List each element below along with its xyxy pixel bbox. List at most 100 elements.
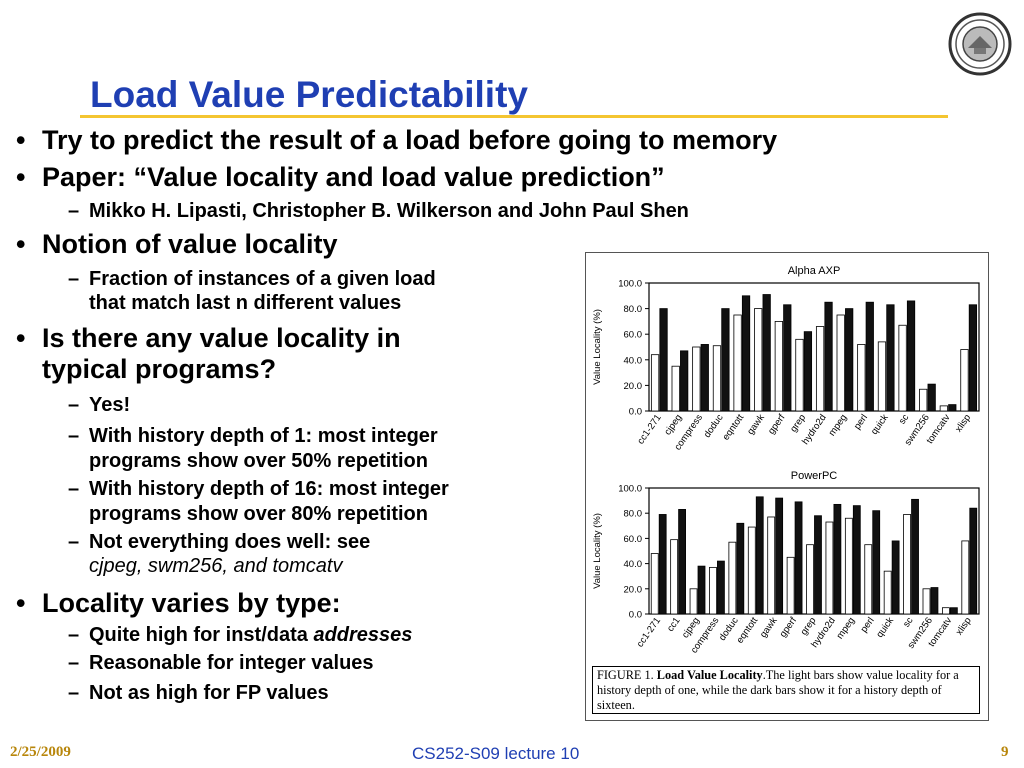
powerpc-chart-title: PowerPC: [791, 470, 838, 482]
alpha-axp-bar-depth-16: [783, 304, 792, 412]
alpha-axp-chart-title: Alpha AXP: [788, 265, 841, 277]
powerpc-bar-depth-16: [852, 505, 861, 615]
powerpc-bar-depth-16: [697, 565, 706, 615]
powerpc-bar-depth-1: [844, 517, 853, 615]
powerpc-bar-depth-16: [814, 515, 822, 615]
powerpc-bar-depth-16: [755, 496, 764, 615]
alpha-axp-y-tick-label: 100.0: [618, 279, 642, 290]
alpha-axp-x-tick-label: cc1-271: [635, 412, 663, 446]
figure-charts: Alpha AXP 0.0 20.0 40.0 60.0 80.0 100.0 Value L…: [592, 265, 980, 655]
alpha-axp-bar-depth-16: [741, 295, 751, 412]
alpha-axp-bar-depth-1: [877, 341, 887, 412]
powerpc-bar-depth-1: [747, 526, 756, 615]
powerpc-bar-depth-1: [786, 556, 795, 615]
powerpc-bar-depth-1: [961, 540, 970, 615]
powerpc-plot-frame: [648, 487, 980, 615]
powerpc-x-tick-label: eqntott: [735, 615, 761, 645]
powerpc-bar-depth-1: [903, 514, 911, 615]
alpha-axp-x-tick-label: quick: [869, 412, 891, 437]
alpha-axp-bar-depth-16: [845, 308, 854, 412]
figure-load-value-locality: Alpha AXP 0.0 20.0 40.0 60.0 80.0 100.0 Value L…: [585, 252, 989, 721]
powerpc-x-tick-label: cc1-271: [635, 615, 663, 649]
powerpc-bar-depth-1: [883, 570, 892, 615]
alpha-axp-bar-depth-1: [960, 349, 969, 412]
powerpc-bar-depth-16: [658, 514, 667, 615]
powerpc-x-tick-label: gawk: [758, 615, 780, 640]
alpha-axp-bar-depth-1: [939, 405, 948, 412]
footer-course: CS252-S09 lecture 10: [412, 744, 580, 763]
alpha-axp-bar-depth-1: [795, 338, 804, 412]
alpha-axp-bar-depth-16: [659, 308, 668, 412]
alpha-axp-bar-depth-16: [824, 301, 833, 412]
sub-bullet-authors: – Mikko H. Lipasti, Christopher B. Wilker…: [68, 200, 689, 222]
bullet-paper: • Paper: “Value locality and load value p…: [16, 162, 665, 192]
powerpc-bar-depth-16: [969, 507, 978, 615]
powerpc-bar-depth-16: [872, 510, 881, 615]
alpha-axp-bar-depth-16: [762, 294, 771, 412]
bullet-dot: •: [16, 588, 26, 618]
alpha-axp-y-axis-label: Value Locality (%): [592, 309, 603, 385]
slide-title: Load Value Predictability: [90, 74, 528, 115]
powerpc-bar-depth-1: [825, 521, 834, 615]
alpha-axp-bar-depth-16: [886, 304, 895, 412]
bullet-varies-by-type: • Locality varies by type:: [16, 588, 341, 618]
alpha-axp-y-tick-label: 0.0: [629, 407, 642, 418]
alpha-axp-x-tick-label: sc: [897, 412, 912, 426]
alpha-axp-bar-depth-1: [898, 324, 907, 412]
powerpc-y-tick-label: 100.0: [618, 484, 642, 495]
alpha-axp-bar-depth-1: [650, 354, 660, 412]
powerpc-bar-depth-16: [949, 607, 958, 615]
alpha-axp-bar-depth-16: [906, 300, 916, 412]
alpha-axp-plot-frame: [648, 282, 980, 412]
alpha-axp-y-tick-label: 20.0: [624, 381, 643, 392]
alpha-axp-bar-depth-16: [803, 331, 813, 412]
powerpc-x-tick-label: gperf: [778, 615, 800, 639]
powerpc-bar-depth-16: [775, 497, 784, 615]
powerpc-bar-depth-1: [767, 516, 776, 615]
alpha-axp-y-tick-label: 60.0: [624, 330, 643, 341]
powerpc-bar-depth-16: [736, 522, 745, 615]
sub-bullet-fraction: – Fraction of instances of a given load th…: [68, 268, 436, 314]
alpha-axp-y-tick-label: 40.0: [624, 355, 643, 366]
alpha-axp-bar-depth-1: [692, 346, 701, 412]
powerpc-bar-depth-1: [709, 566, 717, 615]
powerpc-x-tick-label: quick: [874, 615, 896, 640]
powerpc-bar-depth-16: [833, 503, 842, 615]
sub-bullet-depth-1: – With history depth of 1: most integer pr…: [68, 425, 438, 472]
alpha-axp-bar-depth-16: [721, 308, 730, 412]
footer-page-number: 9: [1001, 744, 1009, 760]
bullet-any-locality: • Is there any value locality in typical p…: [16, 323, 401, 384]
powerpc-bar-depth-16: [911, 498, 919, 615]
powerpc-bar-depth-1: [942, 607, 950, 615]
alpha-axp-x-tick-label: mpeg: [827, 412, 850, 438]
alpha-axp-x-tick-label: eqntott: [721, 412, 747, 442]
powerpc-bar-depth-16: [794, 501, 803, 615]
bullet-dot: •: [16, 229, 26, 259]
alpha-axp-x-tick-label: grep: [788, 412, 808, 434]
powerpc-bar-depth-16: [717, 560, 725, 615]
powerpc-bar-depth-1: [650, 553, 659, 615]
powerpc-bar-depth-16: [678, 509, 686, 615]
sub-bullet-fp: – Not as high for FP values: [68, 682, 329, 704]
bullet-dot: •: [16, 323, 26, 353]
powerpc-x-tick-label: xlisp: [954, 615, 974, 637]
alpha-axp-bar-depth-1: [712, 345, 722, 412]
powerpc-bar-depth-1: [670, 539, 679, 615]
powerpc-bar-depth-16: [930, 587, 939, 615]
bullet-dot: •: [16, 125, 26, 155]
powerpc-bar-depth-1: [728, 541, 737, 615]
alpha-axp-bar-depth-1: [774, 321, 783, 412]
powerpc-x-tick-label: sc: [901, 615, 916, 629]
powerpc-y-tick-label: 20.0: [624, 584, 643, 595]
bullet-predict: • Try to predict the result of a load bef…: [16, 125, 778, 155]
alpha-axp-bar-depth-1: [754, 308, 763, 412]
sub-bullet-integer: – Reasonable for integer values: [68, 652, 374, 674]
bullet-value-locality: • Notion of value locality: [16, 229, 338, 259]
alpha-axp-bar-depth-16: [968, 304, 978, 412]
bullet-dot: •: [16, 162, 26, 192]
alpha-axp-bar-depth-16: [700, 344, 709, 412]
sub-bullet-yes: – Yes!: [68, 394, 131, 416]
alpha-axp-bar-depth-16: [680, 350, 689, 412]
powerpc-bar-depth-1: [864, 544, 873, 615]
powerpc-y-tick-label: 40.0: [624, 559, 643, 570]
